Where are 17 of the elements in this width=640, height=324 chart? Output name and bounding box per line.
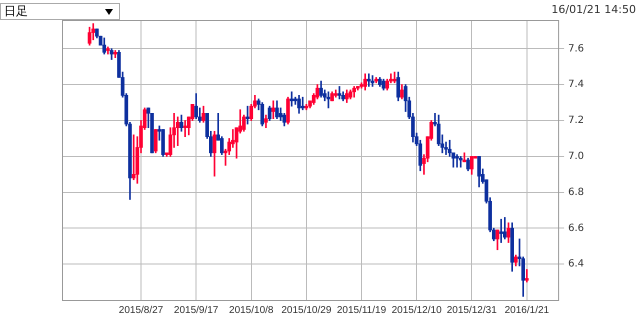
x-tick-label: 2015/11/19 xyxy=(336,304,387,316)
y-tick-label: 6.6 xyxy=(568,222,584,234)
x-tick-label: 2015/8/27 xyxy=(118,304,164,316)
x-tick-label: 2015/10/29 xyxy=(281,304,332,316)
dropdown: 日足 xyxy=(0,3,120,20)
x-tick-label: 2016/1/21 xyxy=(504,304,550,316)
x-tick-label: 2015/9/17 xyxy=(174,304,219,316)
y-tick-label: 7.2 xyxy=(568,115,584,126)
x-tick-label: 2015/12/10 xyxy=(392,304,442,316)
y-tick-label: 7.0 xyxy=(568,151,584,162)
y-tick-label: 7.4 xyxy=(568,79,584,90)
text: 16/01/21 14:50 xyxy=(551,3,636,16)
x-tick-label: 2015/12/31 xyxy=(446,304,498,316)
y-tick-label: 6.8 xyxy=(568,186,584,198)
y-tick-label: 7.6 xyxy=(568,43,584,54)
y-tick-label: 6.4 xyxy=(568,258,584,270)
x-tick-label: 2015/10/8 xyxy=(229,304,274,316)
